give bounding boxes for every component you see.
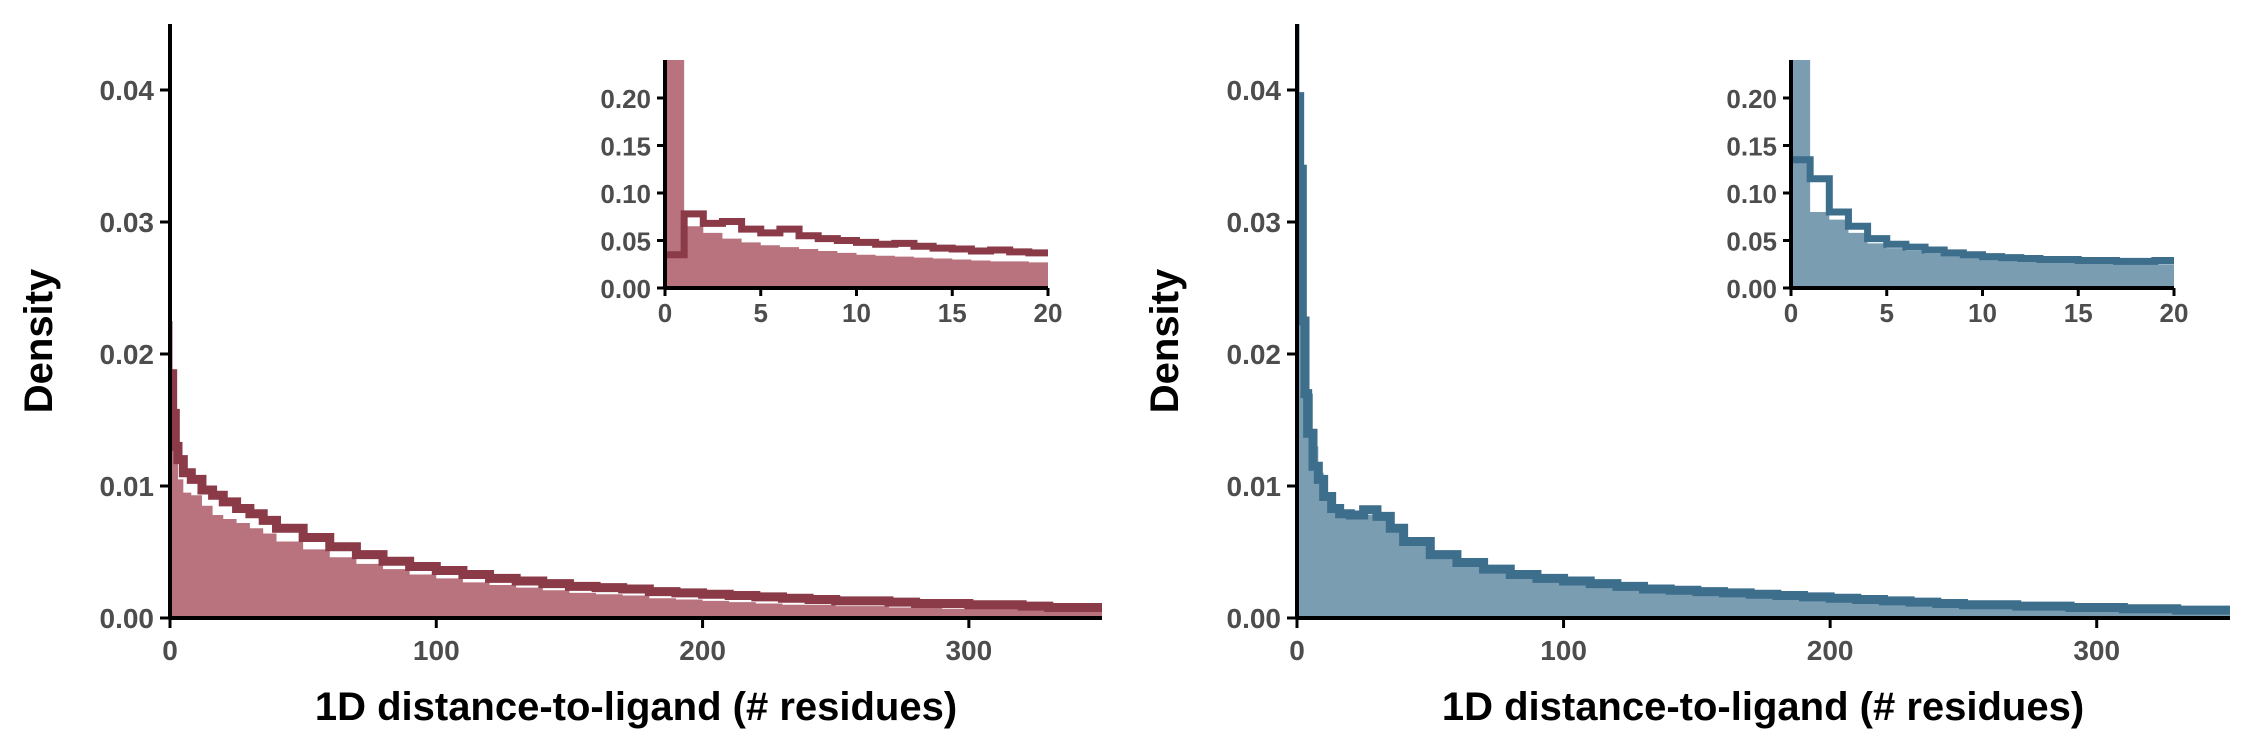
- left-main-histogram-fill: [170, 321, 1102, 618]
- right-inset-y-tick-label: 0.05: [1726, 227, 1777, 257]
- left-inset-y-tick-label: 0.05: [600, 227, 651, 257]
- left-main-step-line: [170, 369, 1102, 612]
- right-inset-y-tick-label: 0.20: [1726, 84, 1777, 114]
- left-main-y-tick-label: 0.03: [100, 207, 155, 238]
- right-main-x-tick-label: 200: [1807, 635, 1854, 666]
- left-main-y-tick-label: 0.00: [100, 603, 155, 634]
- right-inset-y-tick-label: 0.15: [1726, 132, 1777, 162]
- right-main-y-tick-label: 0.01: [1227, 471, 1282, 502]
- left-inset-step-line: [665, 210, 1048, 259]
- left-inset-y-tick-label: 0.20: [600, 84, 651, 114]
- right-main-y-tick-label: 0.02: [1227, 339, 1282, 370]
- left-main-plot-area: [170, 321, 1102, 618]
- left-main-y-tick-label: 0.02: [100, 339, 155, 370]
- right-inset-x-tick-label: 20: [2160, 298, 2189, 328]
- right-inset-plot-area: [1791, 60, 2174, 288]
- right-inset-step-line: [1791, 156, 2174, 265]
- left-inset-y-tick-label: 0.15: [600, 132, 651, 162]
- left-inset-x-tick-label: 0: [658, 298, 672, 328]
- left-main-x-tick-label: 100: [413, 635, 460, 666]
- right-main-step-line: [1297, 92, 2230, 615]
- left-inset-histogram-fill: [665, 60, 1048, 288]
- left-main-y-tick-label: 0.04: [100, 75, 155, 106]
- left-main-x-tick-label: 300: [945, 635, 992, 666]
- right-main-y-tick-label: 0.00: [1227, 603, 1282, 634]
- right-main-plot-area: [1297, 24, 2230, 618]
- left-main-y-axis-title: Density: [17, 268, 61, 413]
- right-inset-x-tick-label: 5: [1880, 298, 1894, 328]
- left-main-y-tick-label: 0.01: [100, 471, 155, 502]
- left-inset-x-tick-label: 10: [842, 298, 871, 328]
- left-inset-y-tick-label: 0.00: [600, 274, 651, 304]
- right-inset-x-tick-label: 15: [2064, 298, 2093, 328]
- left-main-x-tick-label: 0: [162, 635, 178, 666]
- right-main-x-tick-label: 300: [2073, 635, 2120, 666]
- right-main-histogram-fill: [1297, 24, 2230, 618]
- left-main-x-tick-label: 200: [679, 635, 726, 666]
- left-inset-x-tick-label: 15: [938, 298, 967, 328]
- right-inset-y-tick-label: 0.10: [1726, 179, 1777, 209]
- left-main-x-axis-title: 1D distance-to-ligand (# residues): [315, 685, 957, 729]
- right-main-x-tick-label: 0: [1289, 635, 1305, 666]
- left-inset-plot: 0 5 10 15 20 0.00 0.05 0.10 0.15 0.20: [600, 60, 1062, 328]
- right-main-x-axis-title: 1D distance-to-ligand (# residues): [1442, 685, 2084, 729]
- right-inset-x-tick-label: 0: [1784, 298, 1798, 328]
- left-inset-x-tick-label: 20: [1034, 298, 1063, 328]
- right-main-x-tick-label: 100: [1540, 635, 1587, 666]
- right-inset-y-tick-label: 0.00: [1726, 274, 1777, 304]
- left-inset-x-tick-label: 5: [754, 298, 768, 328]
- right-main-y-tick-label: 0.03: [1227, 207, 1282, 238]
- left-inset-plot-area: [665, 60, 1048, 288]
- right-inset-plot: 0 5 10 15 20 0.00 0.05 0.10 0.15 0.20: [1726, 60, 2188, 328]
- right-inset-histogram-fill: [1791, 60, 2174, 288]
- left-inset-y-tick-label: 0.10: [600, 179, 651, 209]
- right-main-y-tick-label: 0.04: [1227, 75, 1282, 106]
- right-main-y-axis-title: Density: [1143, 268, 1187, 413]
- right-inset-x-tick-label: 10: [1968, 298, 1997, 328]
